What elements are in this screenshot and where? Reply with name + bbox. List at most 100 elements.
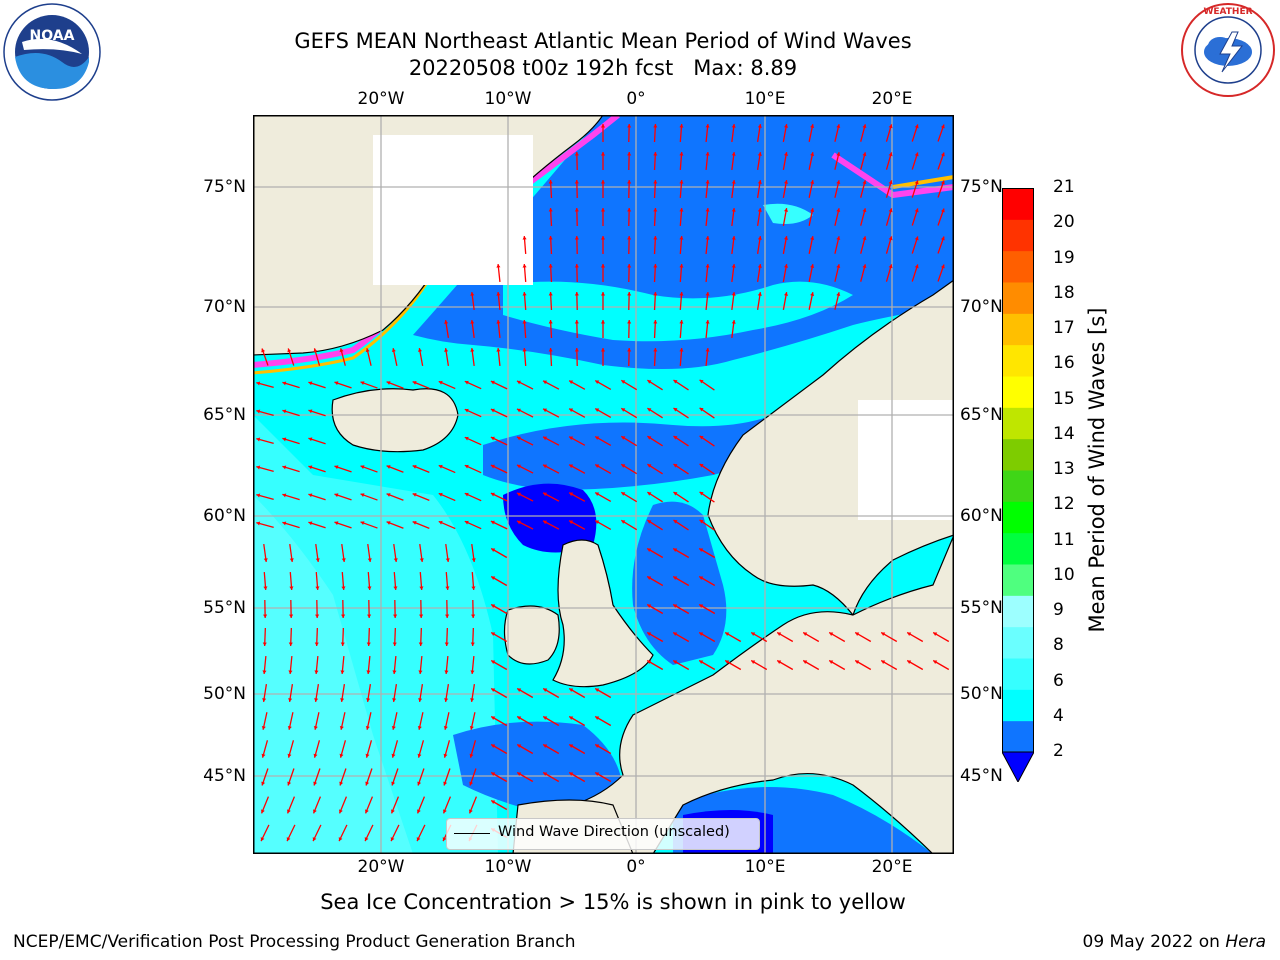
wind-wave-arrowhead <box>907 632 912 636</box>
colorbar-under-triangle <box>1002 751 1034 782</box>
wind-wave-arrowhead <box>836 180 841 185</box>
colorbar-tick-label: 6 <box>1053 670 1064 691</box>
wind-wave-arrowhead <box>314 642 319 646</box>
wind-wave-arrowhead <box>442 837 447 842</box>
wind-wave-arrowhead <box>516 520 521 525</box>
wind-wave-arrowhead <box>595 380 600 384</box>
wind-wave-arrowhead <box>627 320 632 324</box>
wind-wave-arrowhead <box>288 698 293 702</box>
wind-wave-arrowhead <box>308 381 313 386</box>
wind-wave-arrowhead <box>647 604 652 608</box>
wind-wave-arrowhead <box>810 236 815 240</box>
wind-wave-arrowhead <box>595 772 600 776</box>
wind-wave-arrowhead <box>391 781 396 786</box>
wind-wave-arrowhead <box>360 521 365 526</box>
wind-wave-arrowhead <box>569 744 574 748</box>
wind-wave-arrowhead <box>836 152 841 157</box>
wind-wave-arrowhead <box>836 208 841 213</box>
wind-wave-arrowhead <box>418 698 423 702</box>
colorbar-segment <box>1002 720 1034 753</box>
wind-wave-arrowhead <box>367 558 372 562</box>
wind-wave-arrowhead <box>647 548 652 552</box>
colorbar-tick-label: 18 <box>1053 282 1075 303</box>
lat-label-left: 75°N <box>203 177 246 197</box>
wind-wave-arrowhead <box>595 744 600 748</box>
wind-wave-arrowhead <box>341 614 346 618</box>
wind-wave-arrowhead <box>888 264 893 269</box>
wind-wave-arrowhead <box>416 809 421 814</box>
wind-wave-arrowhead <box>574 292 579 296</box>
date-text: 09 May 2022 on Hera <box>1083 932 1267 952</box>
wind-wave-arrowhead <box>653 208 658 212</box>
wind-wave-arrowhead <box>647 576 652 580</box>
wind-wave-arrowhead <box>810 124 815 128</box>
wind-wave-arrowhead <box>574 236 579 240</box>
wind-wave-arrowhead <box>445 558 450 562</box>
wind-wave-arrowhead <box>262 642 267 646</box>
wind-wave-arrowhead <box>412 465 417 469</box>
wind-wave-arrowhead <box>757 292 762 296</box>
wind-wave-arrowhead <box>491 800 496 804</box>
wind-wave-arrowhead <box>313 753 318 758</box>
wind-wave-arrowhead <box>673 464 678 468</box>
ocean-norwegian-patch <box>763 203 813 224</box>
svg-text:WEATHER: WEATHER <box>1203 7 1252 17</box>
wind-wave-arrowhead <box>647 408 652 412</box>
wind-wave-arrowhead <box>810 180 815 184</box>
colorbar-segment <box>1002 344 1034 377</box>
ocean-west-band-2 <box>253 495 413 854</box>
wind-wave-arrowhead <box>627 292 632 296</box>
wind-wave-arrowhead <box>569 408 574 413</box>
wind-wave-arrowhead <box>621 408 626 412</box>
wind-wave-arrowhead <box>888 124 893 129</box>
wind-wave-arrowhead <box>862 152 867 157</box>
colorbar-tick-label: 9 <box>1053 600 1064 620</box>
wind-wave-arrowhead <box>673 548 678 552</box>
colorbar-tick-label: 15 <box>1053 388 1075 409</box>
wind-wave-arrowhead <box>464 492 469 497</box>
colorbar-segment <box>1002 658 1034 690</box>
wind-wave-arrowhead <box>679 236 684 240</box>
wind-wave-arrowhead <box>699 379 704 384</box>
wind-wave-arrowhead <box>340 642 345 646</box>
wind-wave-arrowhead <box>490 520 495 525</box>
wind-wave-arrowhead <box>386 465 391 469</box>
wind-wave-arrowhead <box>263 558 268 562</box>
wind-wave-arrowhead <box>261 348 266 353</box>
wind-wave-arrowhead <box>731 292 736 296</box>
wind-wave-arrowhead <box>548 320 553 324</box>
wind-wave-arrowhead <box>391 348 396 352</box>
sea-ice-edge-svalbard <box>831 152 954 199</box>
wind-wave-arrowhead <box>464 408 469 413</box>
wind-wave-arrowhead <box>595 436 600 440</box>
wind-wave-arrowhead <box>757 264 762 268</box>
wind-wave-arrowhead <box>699 407 704 412</box>
wind-wave-arrowhead <box>496 320 501 324</box>
wind-wave-arrowhead <box>419 558 424 562</box>
wind-wave-arrowhead <box>469 725 474 730</box>
lon-label-bottom: 0° <box>626 857 646 877</box>
wind-wave-arrowhead <box>543 716 548 720</box>
wind-wave-arrowhead <box>595 464 600 468</box>
wind-wave-arrowhead <box>647 520 652 524</box>
colorbar <box>1002 188 1034 782</box>
lat-label-left: 70°N <box>203 297 246 317</box>
colorbar-tick-label: 12 <box>1053 494 1075 515</box>
wind-wave-arrowhead <box>888 208 893 213</box>
wind-wave-arrowhead <box>731 124 736 128</box>
wind-wave-arrowhead <box>470 348 475 352</box>
plot-title: GEFS MEAN Northeast Atlantic Mean Period… <box>294 29 912 53</box>
wind-wave-arrowhead <box>627 180 632 184</box>
wind-wave-arrowhead <box>282 465 287 470</box>
wind-wave-arrowhead <box>907 660 912 664</box>
wind-wave-arrowhead <box>829 632 834 636</box>
wind-wave-arrowhead <box>653 152 658 156</box>
wind-wave-arrowhead <box>260 837 265 842</box>
wind-wave-arrowhead <box>914 264 919 269</box>
wind-wave-arrowhead <box>469 753 474 758</box>
wind-wave-arrowhead <box>392 642 397 646</box>
wind-wave-arrowhead <box>490 436 495 441</box>
wind-wave-arrowhead <box>314 698 319 702</box>
wind-wave-arrowhead <box>367 586 372 590</box>
lon-label-top: 0° <box>626 89 646 109</box>
